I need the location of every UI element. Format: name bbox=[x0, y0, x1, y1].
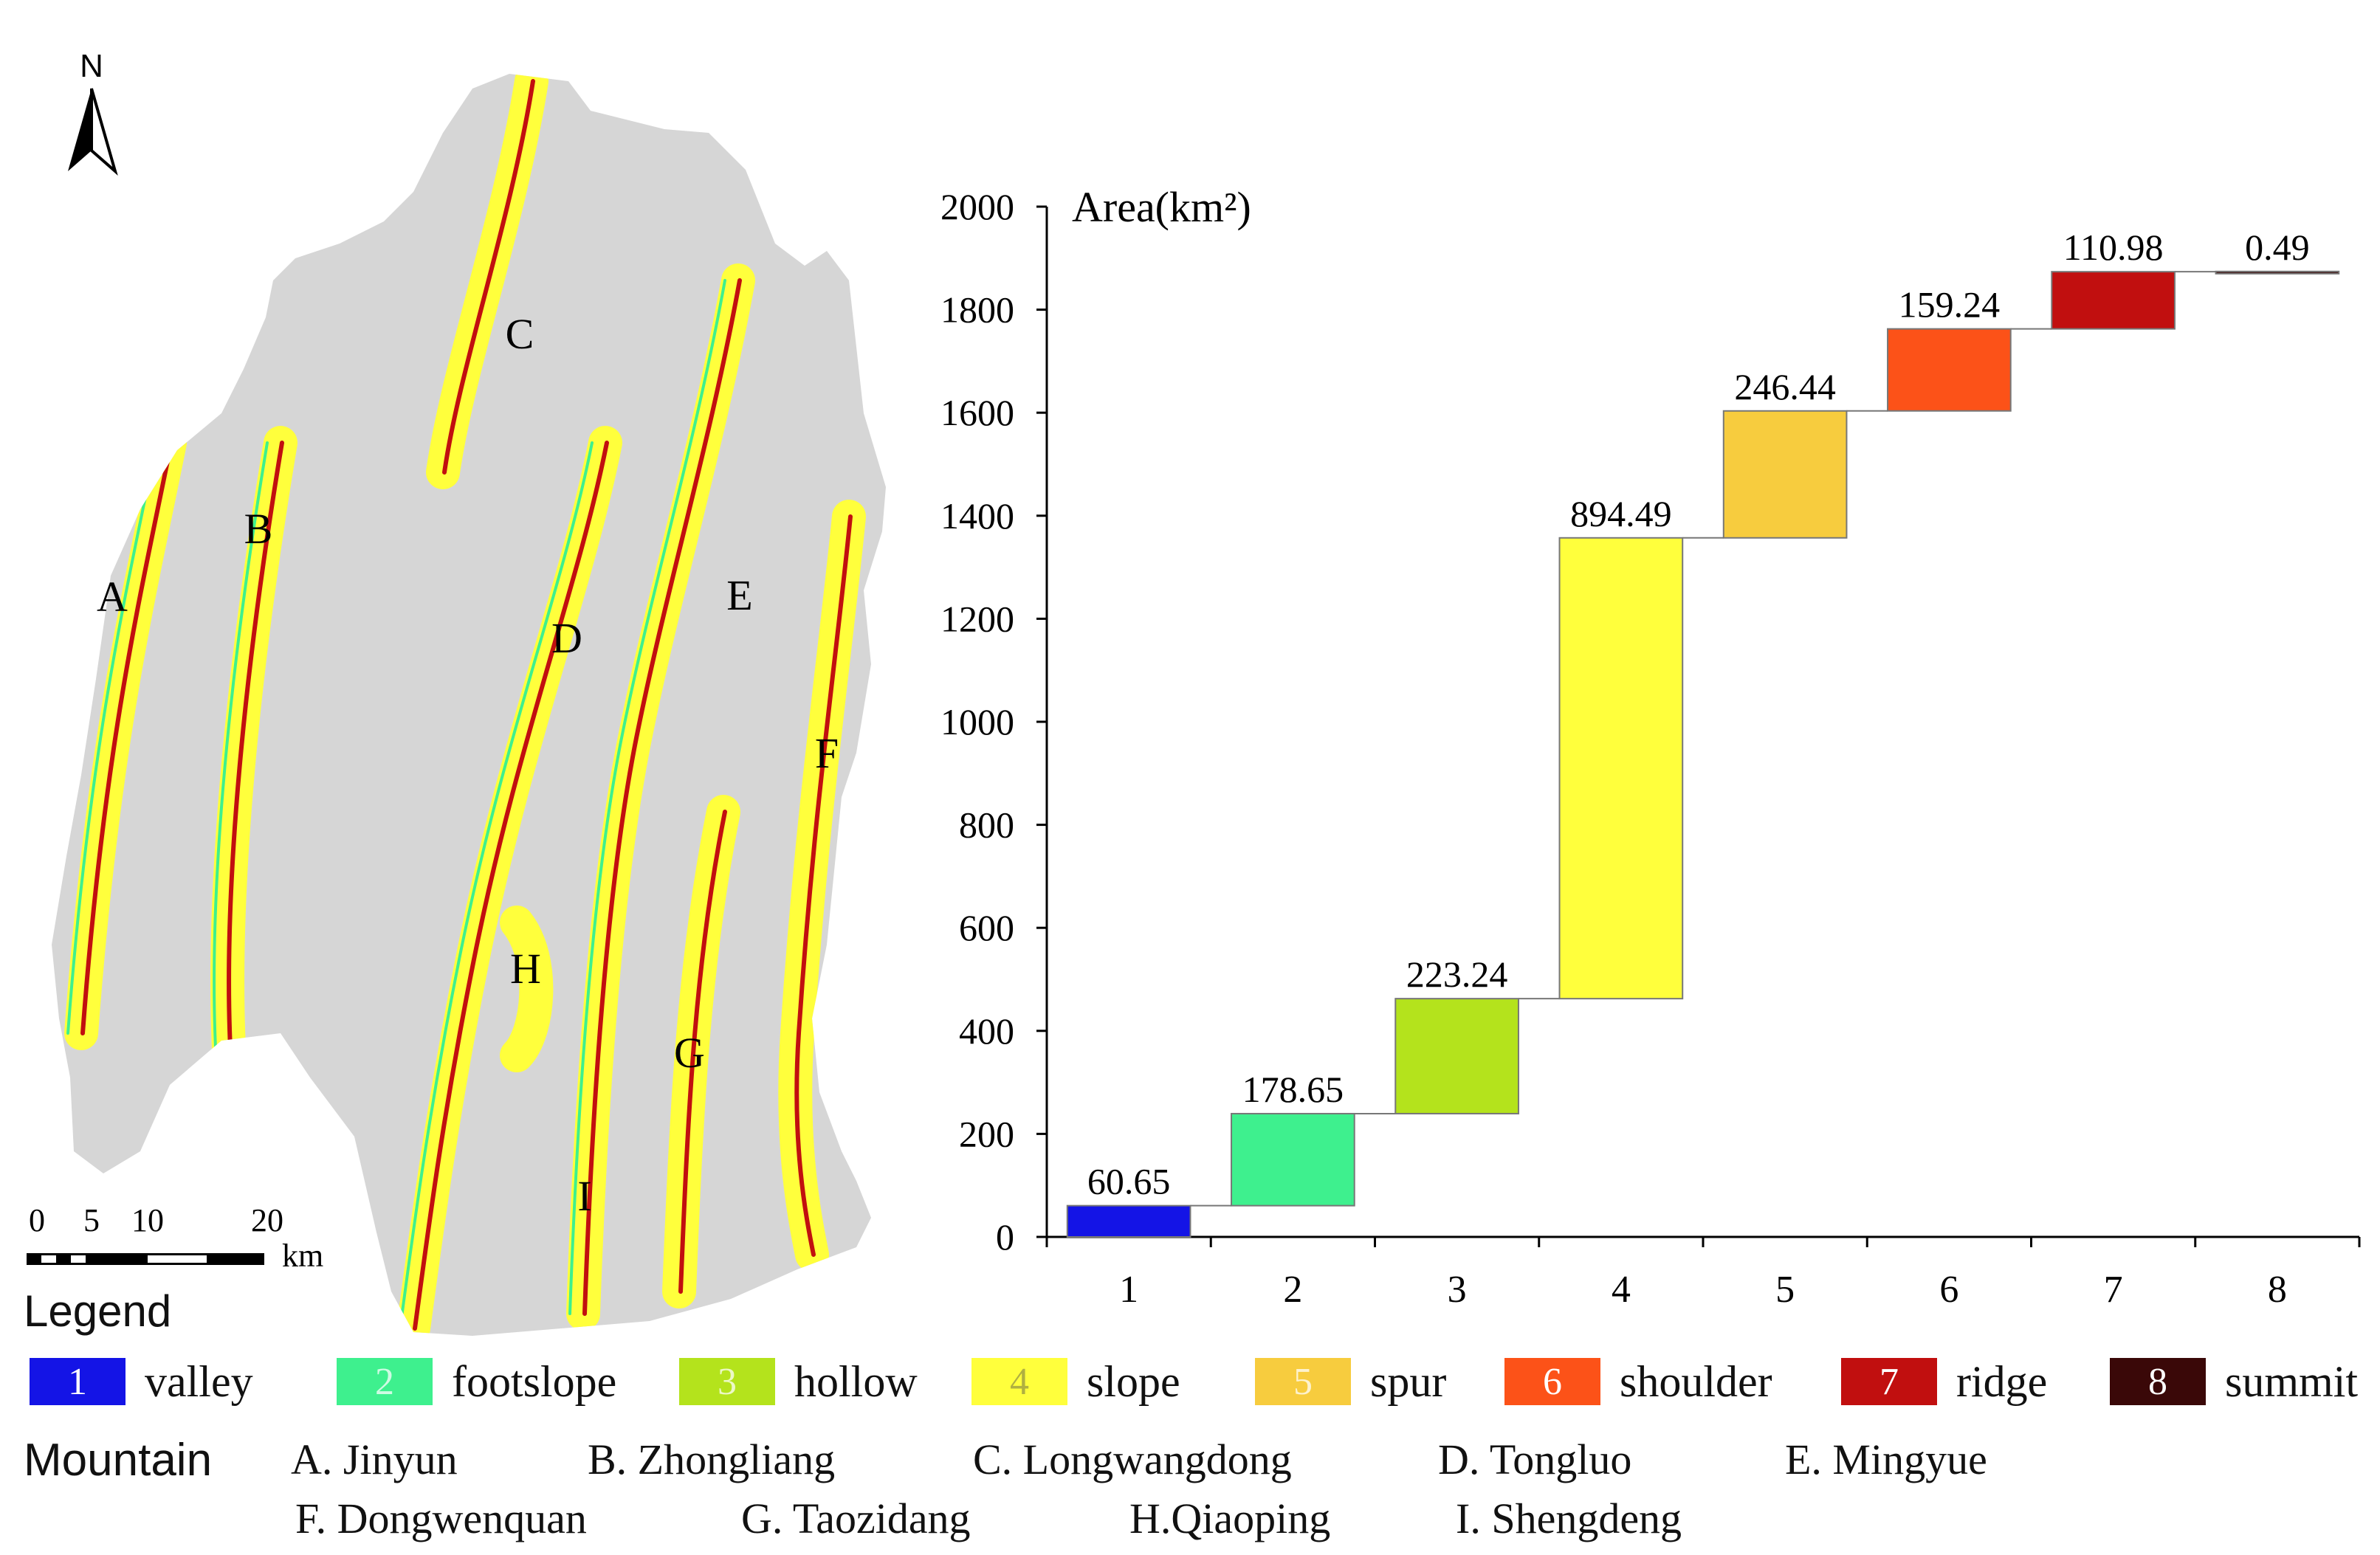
scale-label-10: 10 bbox=[131, 1202, 164, 1238]
value-label: 894.49 bbox=[1570, 493, 1672, 534]
y-tick-label: 2000 bbox=[940, 186, 1014, 227]
waterfall-bar-6 bbox=[1887, 328, 2012, 412]
mark-C: C bbox=[506, 310, 534, 358]
scale-unit: km bbox=[282, 1238, 323, 1274]
study-area bbox=[52, 74, 886, 1336]
mark-E: E bbox=[726, 571, 752, 619]
x-tick-label: 7 bbox=[2104, 1269, 2123, 1311]
waterfall-bar-8 bbox=[2215, 270, 2340, 275]
mark-G: G bbox=[674, 1029, 705, 1077]
x-tick-label: 8 bbox=[2268, 1269, 2287, 1311]
waterfall-bar-2 bbox=[1231, 1112, 1355, 1207]
y-tick-label: 1800 bbox=[940, 289, 1014, 331]
mark-A: A bbox=[97, 573, 128, 621]
value-label: 0.49 bbox=[2245, 227, 2310, 268]
scale-label-0: 0 bbox=[29, 1202, 45, 1238]
y-tick-label: 1400 bbox=[940, 495, 1014, 537]
waterfall-bar-1 bbox=[1066, 1204, 1191, 1238]
scale-bar: 0 5 10 20 km bbox=[27, 1202, 323, 1274]
waterfall-bar-4 bbox=[1558, 537, 1684, 1000]
x-tick-label: 1 bbox=[1119, 1269, 1138, 1311]
mark-H: H bbox=[510, 945, 541, 993]
scale-label-5: 5 bbox=[83, 1202, 100, 1238]
waterfall-bar-7 bbox=[2051, 271, 2176, 330]
x-tick-label: 5 bbox=[1775, 1269, 1795, 1311]
y-tick-label: 200 bbox=[959, 1113, 1014, 1154]
mark-B: B bbox=[244, 505, 273, 553]
x-tick-label: 6 bbox=[1939, 1269, 1958, 1311]
value-label: 246.44 bbox=[1734, 366, 1836, 407]
x-tick-label: 3 bbox=[1448, 1269, 1467, 1311]
waterfall-bar-5 bbox=[1722, 410, 1848, 539]
north-arrow: N bbox=[68, 48, 118, 176]
waterfall-bar-3 bbox=[1394, 998, 1519, 1114]
value-label: 178.65 bbox=[1242, 1069, 1344, 1110]
scale-label-20: 20 bbox=[251, 1202, 283, 1238]
mountain-marks: A B C D E F G H I bbox=[97, 310, 839, 1220]
y-tick-label: 1600 bbox=[940, 392, 1014, 433]
ridge-bands bbox=[64, 74, 866, 1336]
y-tick-label: 600 bbox=[959, 907, 1014, 948]
y-axis-title: Area(km²) bbox=[1072, 183, 1251, 231]
y-tick-label: 0 bbox=[996, 1216, 1014, 1258]
y-tick-label: 800 bbox=[959, 804, 1014, 846]
y-tick-label: 1200 bbox=[940, 598, 1014, 639]
north-label: N bbox=[80, 48, 103, 84]
mark-D: D bbox=[551, 614, 582, 662]
value-label: 223.24 bbox=[1406, 954, 1508, 995]
mark-F: F bbox=[815, 729, 839, 777]
value-label: 110.98 bbox=[2063, 227, 2164, 268]
value-label: 159.24 bbox=[1899, 284, 2001, 325]
y-tick-label: 1000 bbox=[940, 701, 1014, 742]
mark-I: I bbox=[577, 1172, 591, 1220]
x-tick-label: 2 bbox=[1283, 1269, 1302, 1311]
x-tick-label: 4 bbox=[1612, 1269, 1631, 1311]
value-label: 60.65 bbox=[1087, 1161, 1171, 1202]
y-tick-label: 400 bbox=[959, 1010, 1014, 1052]
